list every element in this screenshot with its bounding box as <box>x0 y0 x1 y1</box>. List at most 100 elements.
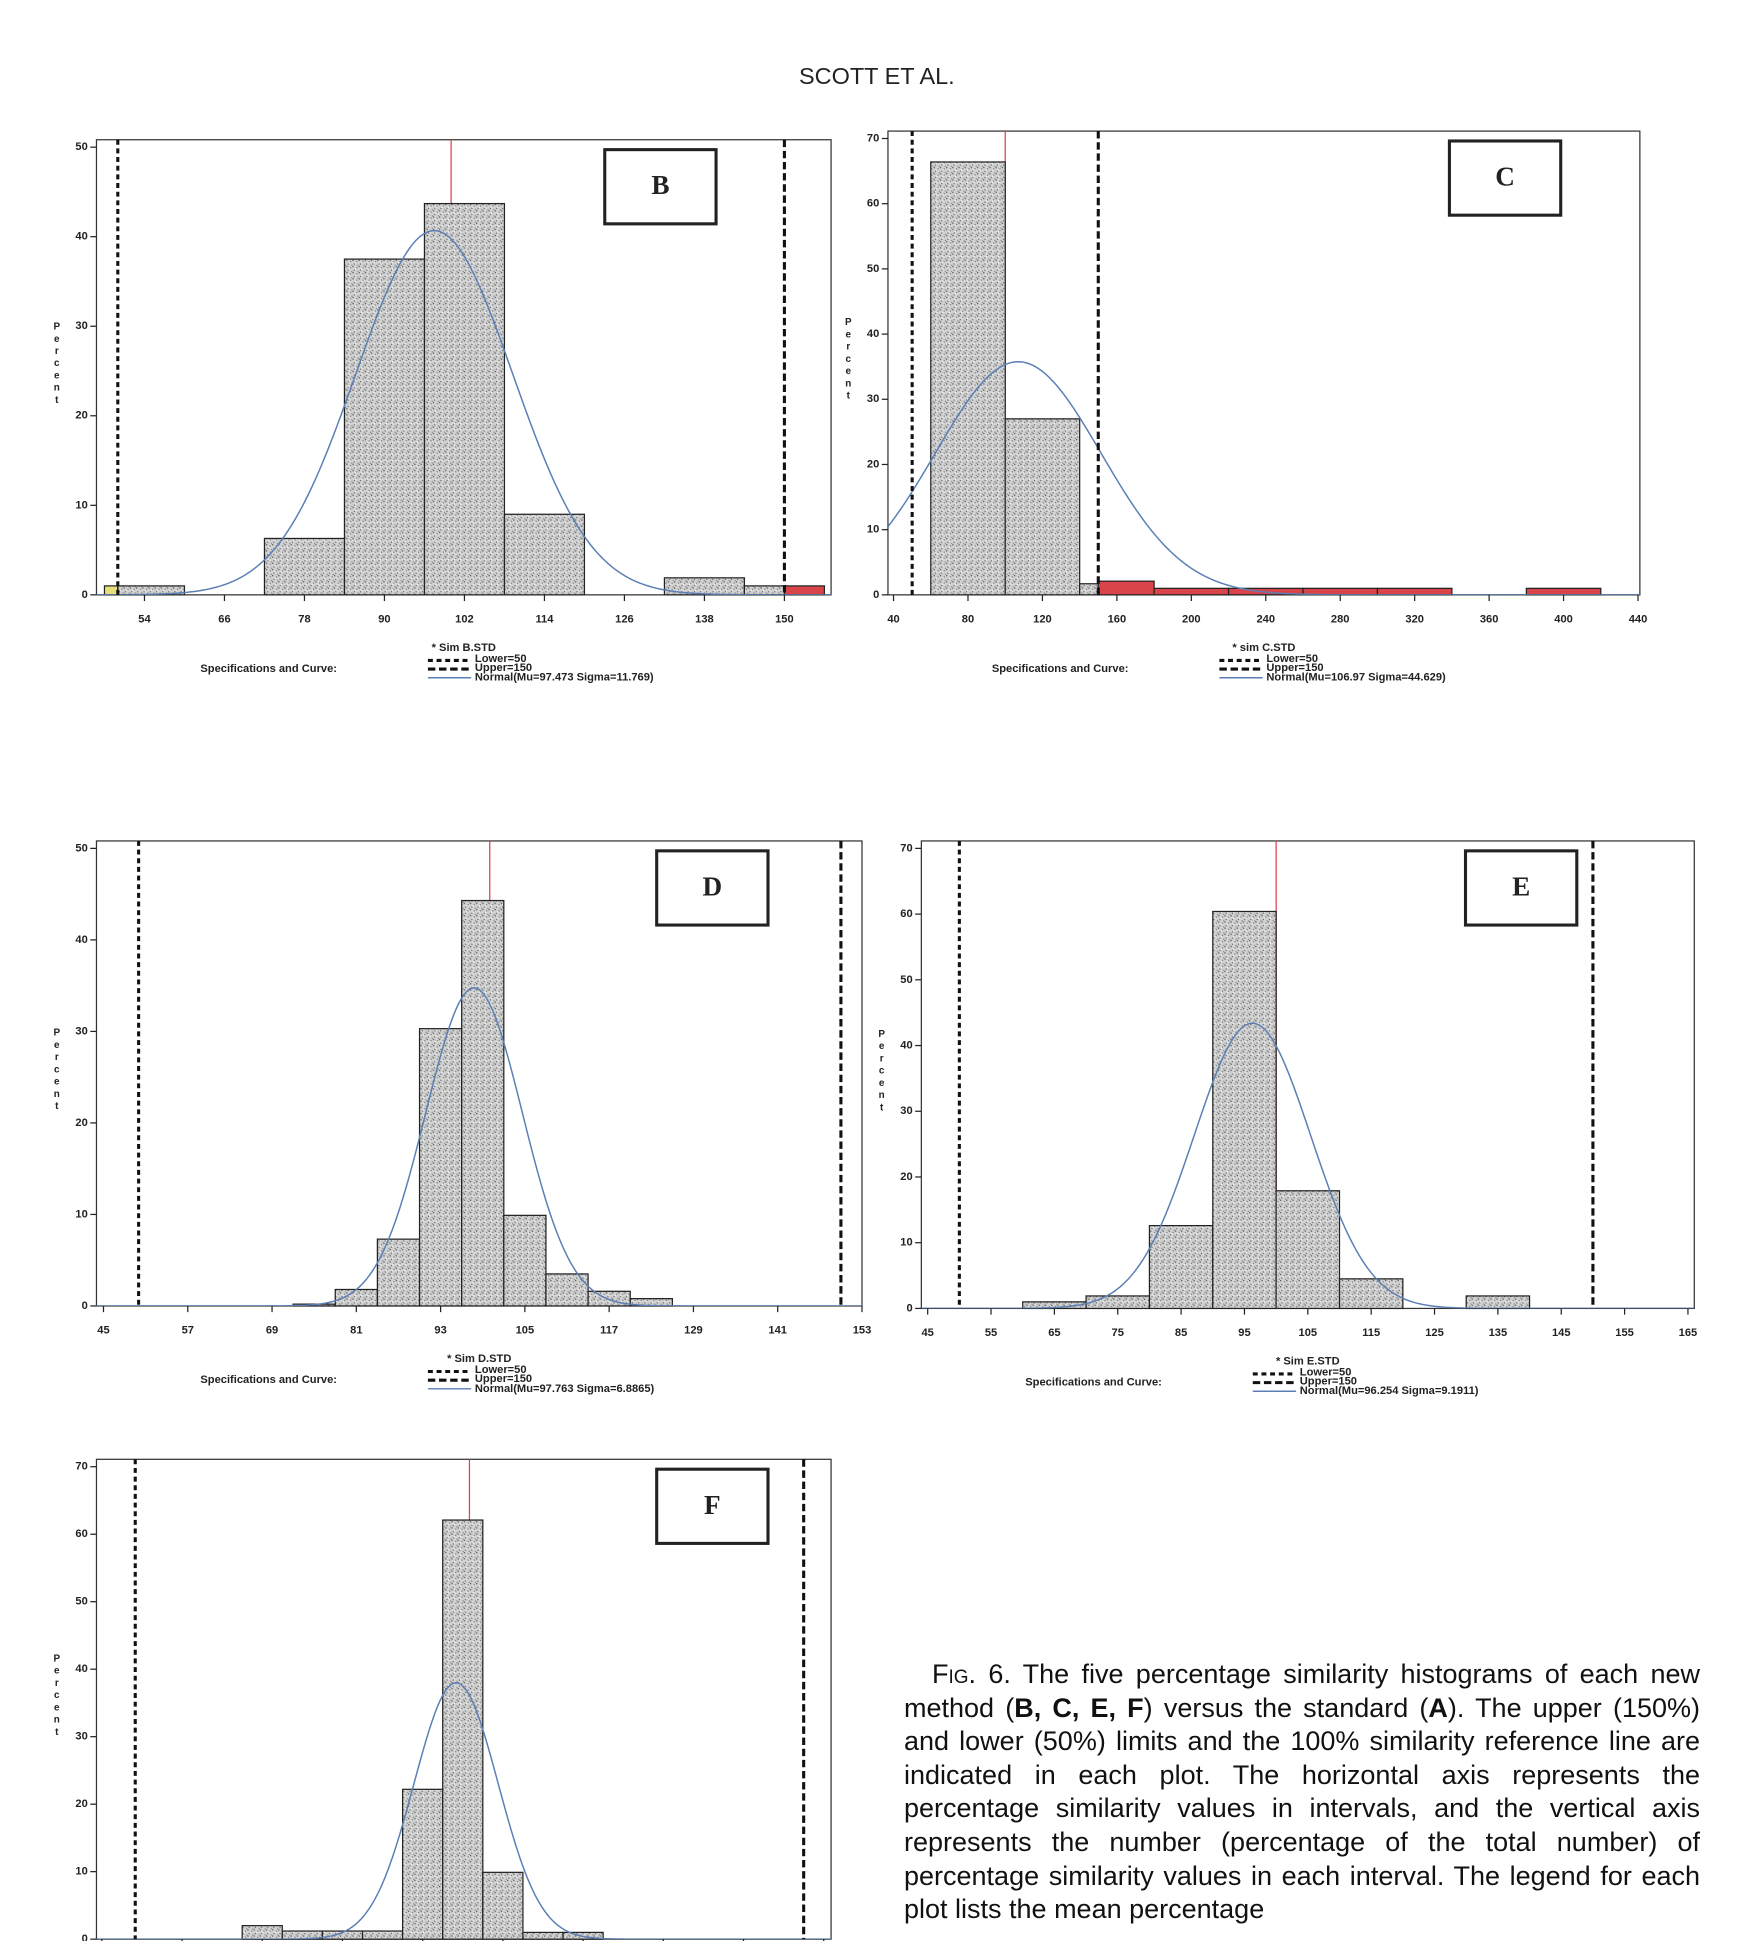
legend-title: Specifications and Curve: <box>1025 1377 1162 1389</box>
y-tick-label: 40 <box>867 328 879 340</box>
x-tick-label: 114 <box>535 614 554 626</box>
legend-entry: Lower=50 <box>475 653 527 665</box>
bar <box>1085 1295 1151 1310</box>
x-tick-label: 138 <box>695 614 714 626</box>
y-tick-label: 30 <box>75 1731 87 1743</box>
y-tick-label: 10 <box>900 1237 912 1249</box>
x-tick-label: 102 <box>455 614 474 626</box>
histogram-panel: C 40 80 120 160 200 240 280 320 360 400 440 0 10 20 30 4… <box>843 130 1648 684</box>
legend-entry: Upper=150 <box>475 1373 532 1385</box>
caption-text: The five percentage similarity histogram… <box>904 1659 1700 1723</box>
panel-label-box <box>655 849 770 927</box>
x-tick-label: 155 <box>1615 1327 1634 1339</box>
bar <box>503 1214 547 1307</box>
x-tick-label: 57 <box>182 1325 194 1337</box>
bar <box>361 1930 404 1940</box>
bar <box>461 899 505 1307</box>
y-tick-label: 40 <box>900 1039 912 1051</box>
y-tick-label: 50 <box>867 263 879 275</box>
legend-entry: Normal(Mu=97.763 Sigma=6.8865) <box>475 1383 655 1395</box>
normal-curve <box>96 229 832 595</box>
y-axis-label: Percent <box>843 317 854 403</box>
x-tick-label: 440 <box>1629 614 1648 626</box>
panel-label: B <box>651 170 669 200</box>
x-axis-label: * sim C.STD <box>1232 642 1295 654</box>
caption-text: ) versus the standard ( <box>1143 1692 1429 1723</box>
y-tick-label: 40 <box>75 934 87 946</box>
bar <box>401 1788 444 1940</box>
bar <box>743 585 786 596</box>
panel-label-box <box>655 1467 770 1545</box>
bar <box>1097 580 1155 596</box>
x-tick-label: 141 <box>768 1325 787 1337</box>
y-tick-label: 70 <box>75 1461 87 1473</box>
x-tick-label: 54 <box>138 614 151 626</box>
y-tick-label: 30 <box>75 1025 87 1037</box>
histogram-panel: F455769819310511712914115301020304050607… <box>51 1458 832 1941</box>
y-axis-label: Percent <box>51 322 62 408</box>
caption-text: ). The upper (150%) and lower (50%) limi… <box>904 1692 1700 1925</box>
x-tick-label: 75 <box>1112 1327 1124 1339</box>
y-tick-label: 0 <box>873 589 879 601</box>
y-tick-label: 50 <box>75 842 87 854</box>
bar <box>1376 587 1453 596</box>
bar <box>930 161 1006 596</box>
bar <box>1004 418 1081 596</box>
legend-entry: Lower=50 <box>475 1364 527 1376</box>
bar <box>1153 587 1230 596</box>
panel-label: D <box>703 871 723 901</box>
x-tick-label: 55 <box>985 1327 997 1339</box>
panel-label-box <box>1447 139 1563 217</box>
panel-label-box <box>1463 849 1579 927</box>
legend-entry: Upper=150 <box>1266 662 1323 674</box>
x-tick-label: 115 <box>1362 1327 1380 1339</box>
x-tick-label: 66 <box>218 614 230 626</box>
bar <box>263 537 346 596</box>
x-axis-label: * Sim B.STD <box>432 642 496 654</box>
x-tick-label: 80 <box>962 614 974 626</box>
x-tick-label: 81 <box>350 1325 362 1337</box>
x-tick-label: 126 <box>615 614 634 626</box>
x-axis-label: * Sim D.STD <box>447 1353 511 1365</box>
y-tick-label: 60 <box>900 908 912 920</box>
x-tick-label: 145 <box>1552 1327 1571 1339</box>
y-tick-label: 20 <box>75 1798 87 1810</box>
x-tick-label: 117 <box>600 1325 618 1337</box>
y-tick-label: 0 <box>907 1302 913 1314</box>
legend-entry: Normal(Mu=106.97 Sigma=44.629) <box>1266 672 1446 684</box>
x-tick-label: 125 <box>1425 1327 1444 1339</box>
x-axis-label: * Sim E.STD <box>1276 1356 1340 1368</box>
bar <box>423 202 506 596</box>
normal-curve <box>96 987 862 1306</box>
bar <box>1212 910 1277 1310</box>
bar <box>783 585 826 596</box>
x-tick-label: 69 <box>266 1325 278 1337</box>
normal-curve <box>887 361 1640 595</box>
normal-curve <box>921 1022 1695 1309</box>
histogram-panel: E 45 55 65 75 85 95 105 115 125 135 145 155 165 0 10 20 3… <box>876 840 1697 1397</box>
y-tick-label: 20 <box>900 1171 912 1183</box>
panel-label: E <box>1512 871 1530 901</box>
running-head: SCOTT ET AL. <box>799 63 955 89</box>
bar <box>442 1519 484 1940</box>
y-tick-label: 30 <box>75 320 87 332</box>
y-tick-label: 30 <box>900 1105 912 1117</box>
legend-entry: Normal(Mu=96.254 Sigma=9.1911) <box>1300 1385 1479 1397</box>
y-tick-label: 70 <box>900 842 912 854</box>
y-tick-label: 30 <box>867 393 879 405</box>
x-tick-label: 240 <box>1256 614 1275 626</box>
bar <box>522 1931 564 1940</box>
panel-label: C <box>1495 162 1515 192</box>
x-tick-label: 150 <box>775 614 794 626</box>
y-tick-label: 20 <box>75 410 87 422</box>
legend-title: Specifications and Curve: <box>200 663 337 675</box>
y-tick-label: 0 <box>82 589 88 601</box>
x-tick-label: 45 <box>921 1327 933 1339</box>
x-tick-label: 93 <box>434 1325 446 1337</box>
bar <box>418 1028 463 1307</box>
x-tick-label: 78 <box>298 614 310 626</box>
caption-bold: A <box>1428 1692 1448 1723</box>
bar <box>241 1925 283 1940</box>
